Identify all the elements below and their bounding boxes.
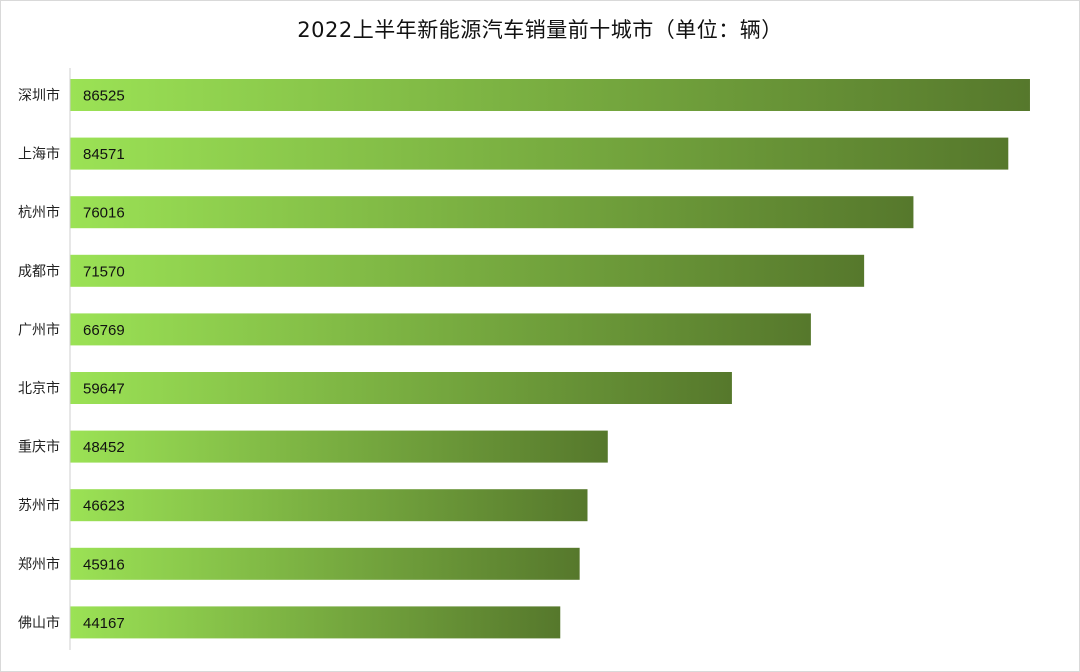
bar-10: [70, 606, 561, 639]
bar-8: [70, 489, 588, 522]
data-label: 66769: [83, 322, 125, 339]
category-label: 深圳市: [18, 87, 60, 104]
bar-2: [70, 137, 1009, 170]
bar-9: [70, 547, 580, 580]
data-label: 59647: [83, 381, 125, 398]
data-label: 44167: [83, 615, 125, 632]
category-label: 郑州市: [18, 556, 60, 573]
category-label: 杭州市: [18, 204, 60, 221]
category-label: 佛山市: [18, 614, 60, 631]
data-label: 84571: [83, 146, 125, 163]
data-label: 46623: [83, 498, 125, 515]
data-label: 45916: [83, 556, 125, 573]
data-label: 86525: [83, 88, 125, 105]
category-label: 北京市: [18, 380, 60, 397]
category-label: 上海市: [18, 146, 60, 163]
category-label: 广州市: [18, 321, 60, 338]
bar-5: [70, 313, 811, 346]
chart-title: 2022上半年新能源汽车销量前十城市（单位：辆）: [297, 18, 783, 42]
bar-6: [70, 372, 732, 404]
category-label: 重庆市: [18, 439, 60, 456]
bar-1: [70, 79, 1030, 111]
category-label: 成都市: [18, 263, 60, 280]
bar-4: [70, 254, 865, 287]
data-label: 76016: [83, 205, 125, 222]
category-label: 苏州市: [18, 497, 60, 514]
data-label: 48452: [83, 439, 125, 456]
bar-3: [70, 196, 914, 229]
data-label: 71570: [83, 263, 125, 280]
bar-7: [70, 430, 608, 463]
